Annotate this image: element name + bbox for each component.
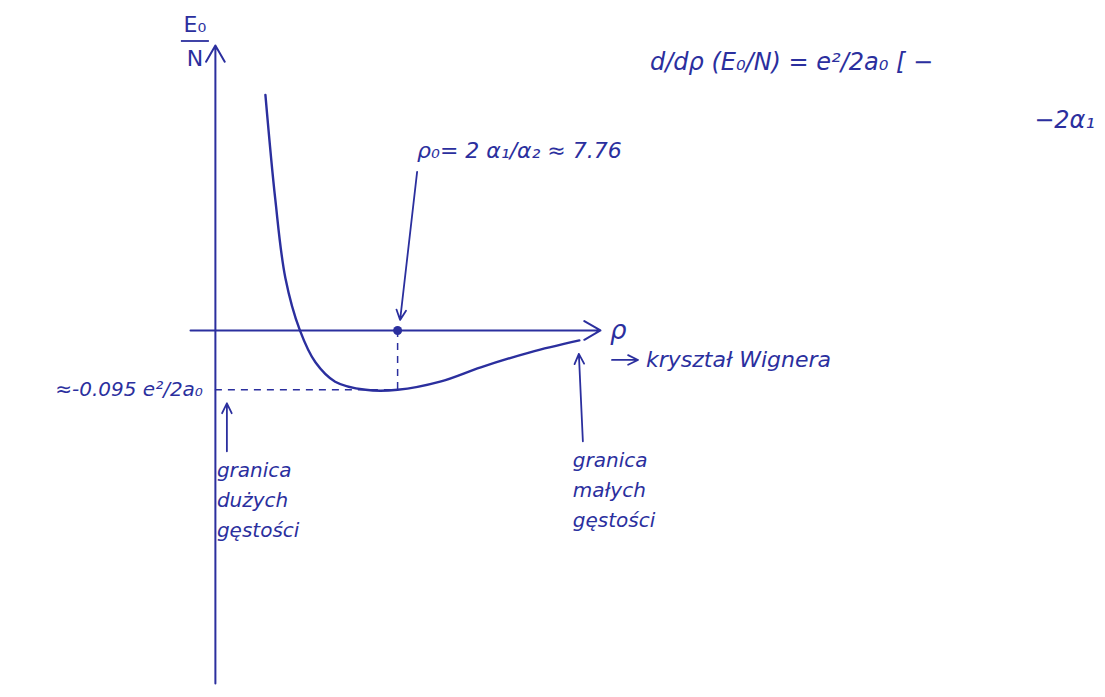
svg-text:granica: granica [573,448,648,472]
svg-text:gęstości: gęstości [573,508,656,532]
svg-text:ρ₀= 2 α₁/α₂ ≈ 7.76: ρ₀= 2 α₁/α₂ ≈ 7.76 [417,138,622,163]
svg-text:granica: granica [217,458,292,482]
svg-text:ρ: ρ [610,315,627,345]
svg-text:dużych: dużych [217,488,288,512]
svg-text:−2α₁: −2α₁ [1034,106,1095,134]
svg-text:≈-0.095 e²/2a₀: ≈-0.095 e²/2a₀ [55,377,203,401]
svg-text:E₀: E₀ [184,12,207,37]
svg-text:N: N [187,46,203,71]
svg-text:d/dρ (E₀/N) = e²/2a₀ [ −: d/dρ (E₀/N) = e²/2a₀ [ − [650,48,933,76]
svg-text:kryształ Wignera: kryształ Wignera [646,347,831,372]
svg-text:małych: małych [573,478,646,502]
svg-text:gęstości: gęstości [217,518,300,542]
